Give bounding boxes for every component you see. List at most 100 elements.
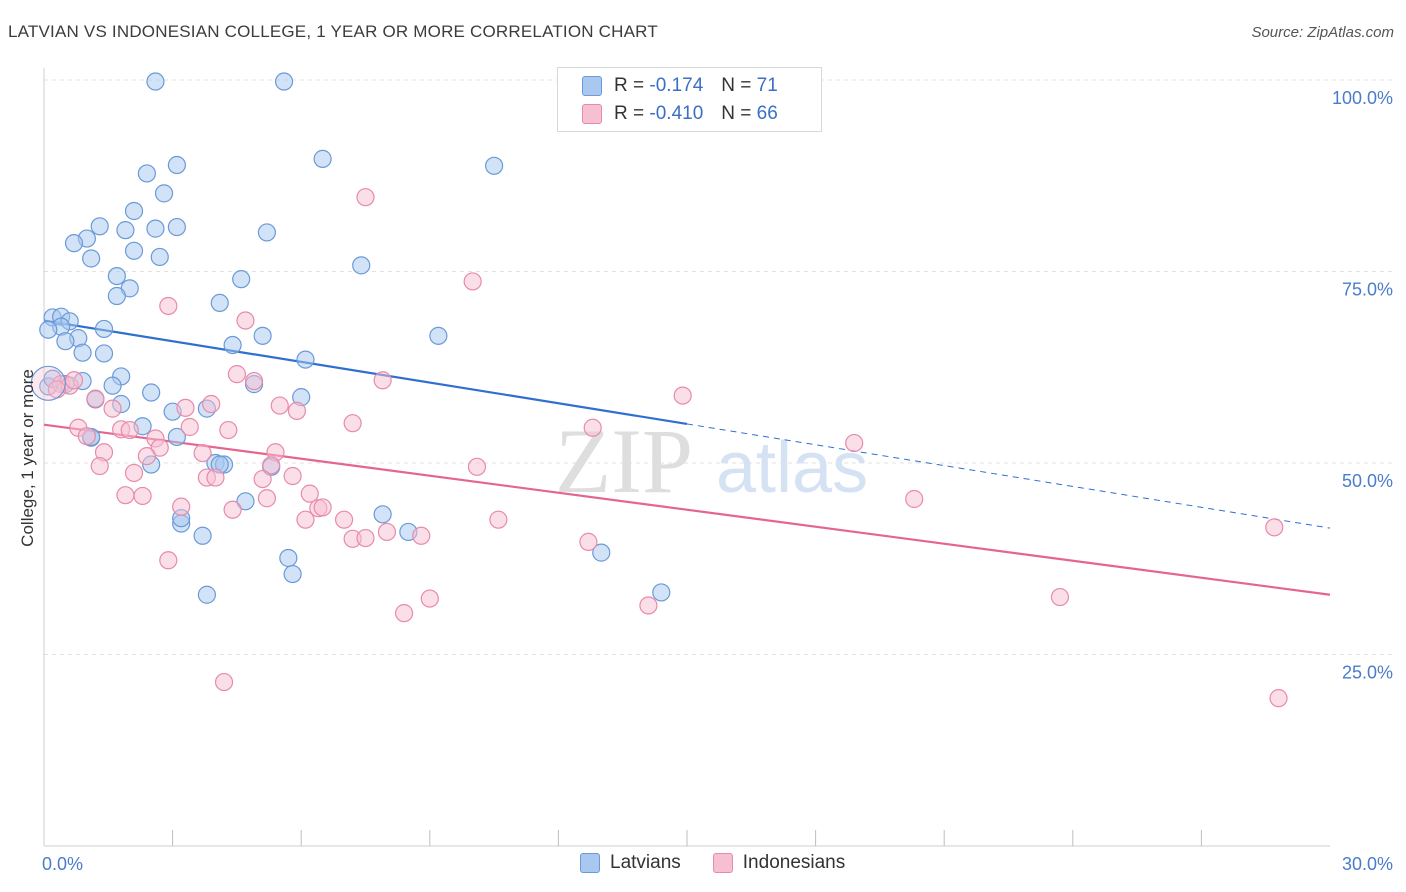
latvian-point-42 <box>142 383 161 402</box>
indonesian-point-27 <box>150 438 169 457</box>
latvian-point-17 <box>82 249 101 268</box>
x-tick-label-min: 0.0% <box>42 854 83 874</box>
indonesian-point-8 <box>227 365 246 384</box>
indonesian-point-7 <box>64 371 84 390</box>
latvian-point-63 <box>652 583 671 602</box>
indonesian-point-15 <box>202 394 221 414</box>
latvian-point-15 <box>124 241 144 260</box>
series-legend: Latvians Indonesians <box>580 852 877 874</box>
indonesian-n-value: 66 <box>756 103 778 124</box>
axes <box>43 68 1330 847</box>
latvian-point-33 <box>56 332 75 351</box>
legend-item-latvians[interactable]: Latvians <box>580 852 681 874</box>
y-tick-label-1: 50.0% <box>1342 471 1393 491</box>
latvian-point-14 <box>64 234 84 253</box>
watermark-atlas: atlas <box>716 428 868 508</box>
latvian-point-23 <box>210 293 229 313</box>
latvian-point-60 <box>592 543 611 562</box>
indonesian-r-value: -0.410 <box>649 103 704 124</box>
chart-title: LATVIAN VS INDONESIAN COLLEGE, 1 YEAR OR… <box>8 22 658 41</box>
indonesian-point-63 <box>1050 587 1070 607</box>
latvian-r-value: -0.174 <box>649 75 704 96</box>
indonesian-point-17 <box>287 401 307 421</box>
latvian-point-3 <box>313 149 332 168</box>
indonesian-point-41 <box>300 484 319 503</box>
indonesian-swatch <box>582 104 602 124</box>
latvian-point-2 <box>167 155 186 175</box>
latvian-point-34 <box>223 335 242 355</box>
latvian-trend-extension <box>686 423 1331 529</box>
indonesian-point-56 <box>412 526 431 545</box>
indonesian-point-10 <box>373 371 392 390</box>
latvian-point-18 <box>352 256 371 275</box>
latvian-point-40 <box>103 376 122 395</box>
indonesian-point-42 <box>133 486 152 506</box>
indonesian-point-13 <box>103 399 122 418</box>
latvian-point-1 <box>274 72 294 91</box>
indonesian-point-30 <box>137 447 156 466</box>
latvian-point-35 <box>73 343 92 362</box>
latvian-point-29 <box>94 319 114 339</box>
latvian-point-11 <box>167 217 186 237</box>
latvian-point-6 <box>154 184 174 203</box>
indonesian-point-60 <box>420 589 439 608</box>
latvian-point-8 <box>90 217 109 236</box>
indonesian-point-37 <box>206 468 225 487</box>
y-tick-label-3: 100.0% <box>1332 88 1393 108</box>
correlation-legend: R = -0.174 N = 71 R = -0.410 N = 66 <box>557 67 822 132</box>
latvian-point-12 <box>257 223 277 242</box>
indonesian-point-16 <box>270 396 289 415</box>
latvian-n-value: 71 <box>756 75 778 96</box>
y-tick-label-2: 75.0% <box>1342 280 1393 300</box>
indonesian-point-62 <box>639 596 658 615</box>
indonesian-point-55 <box>377 522 397 542</box>
latvian-point-10 <box>116 221 135 240</box>
indonesian-point-43 <box>116 486 135 505</box>
latvian-trend-line <box>43 319 688 426</box>
indonesian-point-39 <box>253 469 272 489</box>
latvian-point-4 <box>485 156 504 175</box>
indonesian-point-46 <box>172 497 191 516</box>
legend-item-indonesians[interactable]: Indonesians <box>712 852 846 874</box>
indonesian-point-23 <box>180 417 199 437</box>
indonesian-point-58 <box>1265 518 1284 537</box>
cluster-point <box>30 365 66 401</box>
n-label: N = <box>721 75 752 96</box>
indonesian-point-3 <box>236 311 255 330</box>
x-tick-labels: 0.0% 30.0% <box>42 854 1393 874</box>
latvian-point-31 <box>253 326 272 345</box>
indonesian-legend-swatch <box>712 853 733 873</box>
indonesian-point-49 <box>313 498 332 517</box>
indonesian-point-35 <box>124 463 144 483</box>
latvian-point-16 <box>150 247 169 267</box>
latvian-legend-swatch <box>580 853 600 873</box>
source-label: Source: ZipAtlas.com <box>1251 24 1394 41</box>
indonesian-point-33 <box>467 457 487 476</box>
indonesian-point-40 <box>845 433 864 453</box>
indonesian-point-59 <box>159 551 178 570</box>
y-axis-label: College, 1 year or more <box>18 369 37 547</box>
indonesian-point-51 <box>334 510 354 529</box>
indonesian-point-52 <box>489 510 508 529</box>
indonesian-point-1 <box>463 272 482 291</box>
x-tick-label-max: 30.0% <box>1342 854 1393 874</box>
latvian-point-36 <box>94 344 114 363</box>
latvian-point-49 <box>167 427 186 447</box>
latvian-point-7 <box>124 201 144 221</box>
indonesian-point-47 <box>223 500 242 519</box>
indonesian-point-19 <box>583 418 602 437</box>
latvian-point-9 <box>146 219 165 238</box>
latvian-point-32 <box>429 326 448 345</box>
indonesian-legend-label: Indonesians <box>742 852 846 873</box>
indonesian-point-0 <box>356 188 375 207</box>
latvian-point-5 <box>137 164 156 183</box>
r-label: R = <box>614 103 645 124</box>
indonesian-point-12 <box>86 389 105 408</box>
latvian-legend-label: Latvians <box>610 852 681 873</box>
latvian-point-61 <box>279 548 298 568</box>
indonesian-point-38 <box>283 466 302 486</box>
latvian-point-22 <box>107 286 126 306</box>
legend-row-latvians: R = -0.174 N = 71 <box>582 73 778 99</box>
legend-row-indonesians: R = -0.410 N = 66 <box>582 101 778 127</box>
n-label: N = <box>721 103 752 124</box>
